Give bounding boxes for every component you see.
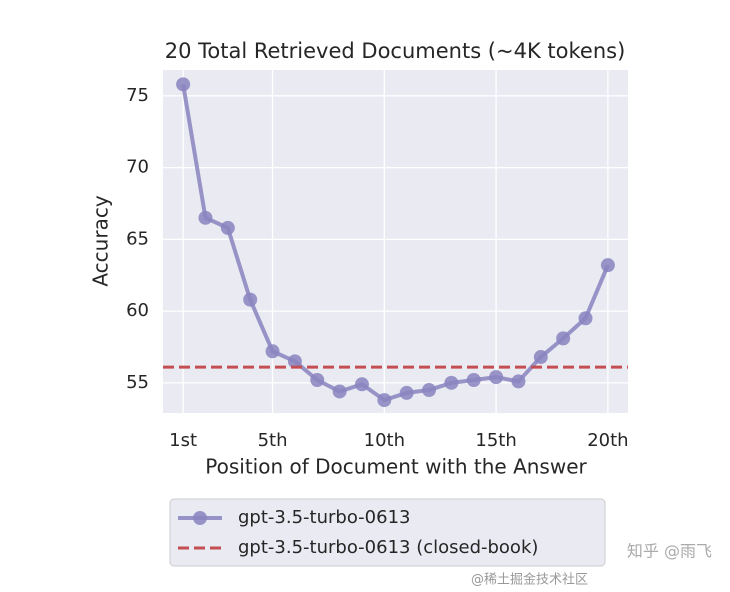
data-point [600, 258, 615, 273]
x-tick-label: 1st [169, 430, 197, 451]
legend [169, 498, 606, 567]
data-point [198, 210, 213, 225]
x-axis-label: Position of Document with the Answer [205, 455, 587, 479]
data-point [287, 354, 302, 369]
x-tick-label: 20th [587, 430, 628, 451]
watermark: @稀土掘金技术社区 [471, 572, 588, 588]
y-tick-label: 60 [126, 300, 149, 321]
data-point [511, 374, 526, 389]
data-point [533, 350, 548, 365]
data-point [265, 344, 280, 359]
x-tick-label: 10th [364, 430, 405, 451]
y-tick-label: 55 [126, 372, 149, 393]
data-point [243, 292, 258, 307]
data-point [578, 311, 593, 326]
y-tick-label: 70 [126, 157, 149, 178]
plot-area [163, 70, 628, 413]
x-tick-label: 15th [475, 430, 516, 451]
y-tick-label: 65 [126, 228, 149, 249]
data-point [332, 384, 347, 399]
chart-title: 20 Total Retrieved Documents (~4K tokens… [165, 39, 626, 63]
x-tick-label: 5th [258, 430, 288, 451]
data-point [377, 393, 392, 408]
data-point [466, 372, 481, 387]
data-point [220, 220, 235, 235]
watermark: 知乎 @雨飞 [627, 542, 712, 561]
legend-label: gpt-3.5-turbo-0613 (closed-book) [238, 537, 538, 558]
legend-swatch [193, 511, 207, 525]
y-axis-label: Accuracy [89, 195, 113, 286]
data-point [422, 383, 437, 398]
data-point [399, 385, 414, 400]
data-point [556, 331, 571, 346]
y-tick-label: 75 [126, 85, 149, 106]
legend-label: gpt-3.5-turbo-0613 [238, 507, 410, 528]
data-point [310, 372, 325, 387]
data-point [489, 370, 504, 385]
data-point [176, 77, 191, 92]
data-point [354, 377, 369, 392]
data-point [444, 375, 459, 390]
